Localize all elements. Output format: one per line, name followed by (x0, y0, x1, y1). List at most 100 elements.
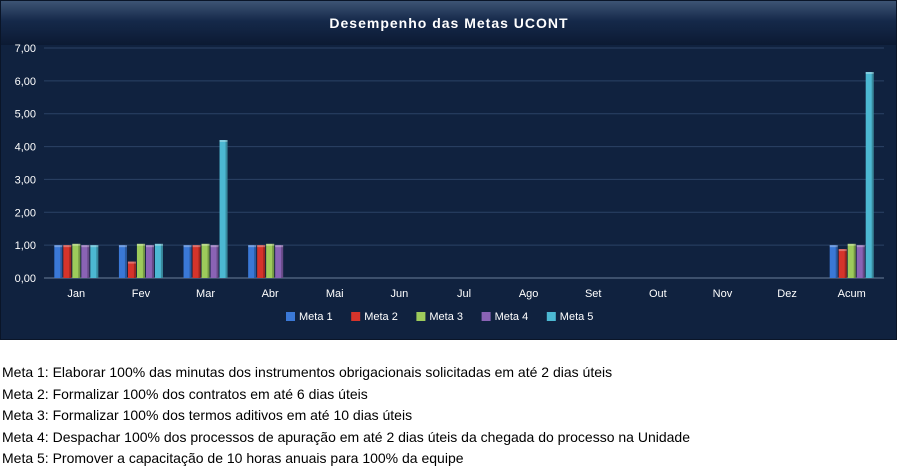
note-meta-5: Meta 5: Promover a capacitação de 10 hor… (2, 450, 464, 466)
legend-label: Meta 3 (429, 311, 463, 323)
bar-highlight (81, 245, 90, 248)
bar (127, 261, 136, 278)
bar-shade (835, 245, 838, 278)
bar-highlight (192, 245, 201, 248)
legend-swatch (286, 312, 295, 321)
bar-shade (225, 140, 228, 278)
bar-highlight (201, 243, 210, 246)
bar (145, 245, 154, 278)
x-tick-label: Abr (262, 288, 279, 300)
legend-label: Meta 1 (299, 311, 333, 323)
chart-panel: Desempenho das Metas UCONT 0,00 1,00 2,00 3… (0, 0, 897, 340)
grid-lines (44, 47, 884, 279)
bar-shade (69, 245, 72, 278)
bar (210, 245, 219, 278)
bar (275, 245, 284, 278)
bar-highlight (838, 249, 847, 252)
title-bar (1, 1, 896, 45)
note-meta-3: Meta 3: Formalizar 100% dos termos aditi… (2, 407, 413, 423)
legend-label: Meta 4 (495, 311, 529, 323)
bar (118, 245, 127, 278)
legend-label: Meta 5 (560, 311, 594, 323)
bar-shade (60, 245, 63, 278)
x-tick-label: Jul (457, 288, 471, 300)
note-meta-1: Meta 1: Elaborar 100% das minutas dos in… (2, 364, 613, 380)
legend: Meta 1 Meta 2 Meta 3 Meta 4 Meta 5 (286, 311, 593, 323)
x-tick-label: Out (649, 288, 667, 300)
bar-highlight (183, 245, 192, 248)
bar (90, 245, 99, 278)
bar-shade (281, 245, 284, 278)
bar (257, 245, 266, 278)
x-tick-label: Nov (713, 288, 733, 300)
bar-shade (96, 245, 99, 278)
y-tick-label: 0,00 (15, 273, 36, 285)
bar (154, 243, 163, 278)
bar (856, 245, 865, 278)
x-axis-ticks: Jan Fev Mar Abr Mai Jun Jul Ago Set Out Nov Dez Acum (67, 288, 865, 300)
x-tick-label: Mai (326, 288, 344, 300)
x-tick-label: Fev (132, 288, 151, 300)
bar-shade (207, 243, 210, 278)
bar-shade (862, 245, 865, 278)
bar-shade (272, 243, 275, 278)
chart-svg: Desempenho das Metas UCONT 0,00 1,00 2,00 3… (0, 0, 897, 340)
note-meta-2: Meta 2: Formalizar 100% dos contratos em… (2, 385, 368, 402)
bar-highlight (127, 261, 136, 264)
bar (192, 245, 201, 278)
bar-highlight (154, 243, 163, 246)
bar-highlight (136, 243, 145, 246)
bar (829, 245, 838, 278)
y-tick-label: 5,00 (15, 109, 36, 121)
bar-shade (124, 245, 127, 278)
x-tick-label: Ago (519, 288, 539, 300)
bar-shade (198, 245, 201, 278)
bar-shade (263, 245, 266, 278)
bar-shade (151, 245, 154, 278)
bar-highlight (847, 243, 856, 246)
bar (847, 243, 856, 278)
bar-highlight (856, 245, 865, 248)
y-tick-label: 4,00 (15, 142, 36, 154)
bar (72, 243, 81, 278)
bar (81, 245, 90, 278)
bar-highlight (219, 140, 228, 142)
bar-highlight (54, 245, 63, 248)
bar-shade (853, 243, 856, 278)
bar-highlight (72, 243, 81, 246)
legend-swatch (416, 312, 426, 321)
bar-shade (254, 245, 257, 278)
legend-swatch (481, 312, 491, 321)
bar-highlight (275, 245, 284, 248)
bar (63, 245, 72, 278)
bar-shade (142, 243, 145, 278)
y-tick-label: 1,00 (15, 240, 36, 252)
x-tick-label: Mar (196, 288, 215, 300)
bar-shade (160, 243, 163, 278)
y-axis-ticks: 0,00 1,00 2,00 3,00 4,00 5,00 6,00 7,00 (15, 43, 36, 285)
bar-highlight (257, 245, 266, 248)
bar (54, 245, 63, 278)
x-tick-label: Dez (777, 288, 797, 300)
bar (219, 140, 228, 278)
bar-shade (844, 249, 847, 278)
x-tick-label: Acum (838, 288, 866, 300)
bar-shade (871, 71, 874, 278)
chart-background (0, 0, 897, 340)
note-meta-4: Meta 4: Despachar 100% dos processos de … (2, 428, 690, 445)
bar (838, 249, 847, 278)
bar-highlight (829, 245, 838, 248)
legend-swatch (546, 312, 556, 321)
bar-highlight (210, 245, 219, 248)
x-tick-label: Jan (67, 288, 85, 300)
bar-shade (216, 245, 219, 278)
bar-shade (87, 245, 90, 278)
y-tick-label: 3,00 (15, 174, 36, 186)
y-tick-label: 2,00 (15, 207, 36, 219)
legend-label: Meta 2 (364, 311, 398, 323)
bar (266, 243, 275, 278)
bar-highlight (248, 245, 257, 248)
bar (865, 71, 874, 278)
bar-shade (78, 243, 81, 278)
bars (54, 71, 874, 278)
